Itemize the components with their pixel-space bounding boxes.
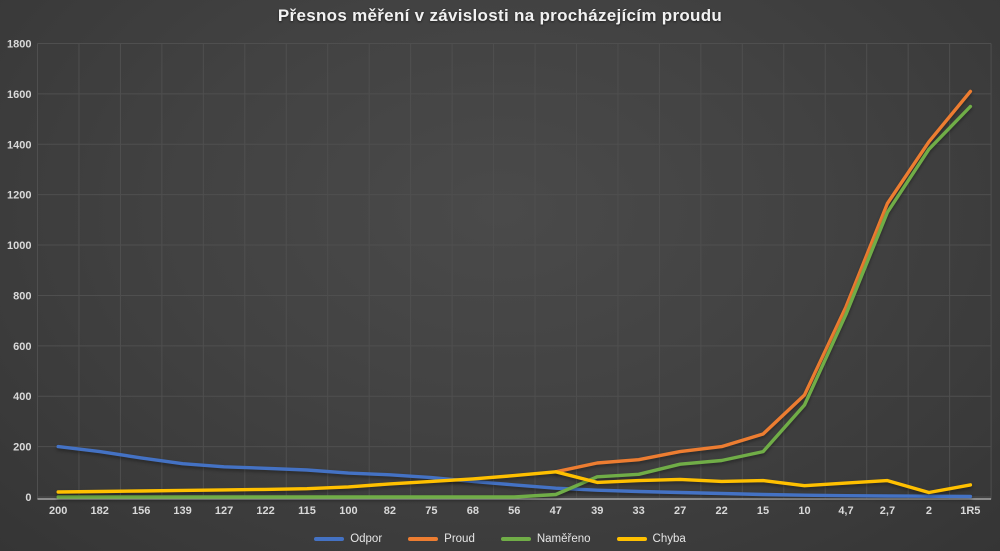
- x-tick-label: 100: [339, 505, 357, 517]
- y-tick-label: 200: [13, 442, 31, 454]
- x-tick-label: 82: [384, 505, 396, 517]
- series-line-chyba[interactable]: [56, 470, 973, 495]
- x-tick-label: 200: [49, 505, 67, 517]
- series-line-odpor[interactable]: [56, 444, 973, 499]
- x-tick-label: 4,7: [838, 505, 853, 517]
- y-tick-label: 1600: [7, 89, 31, 101]
- y-tick-label: 1000: [7, 240, 31, 252]
- x-tick-label: 122: [256, 505, 274, 517]
- y-tick-label: 400: [13, 391, 31, 403]
- x-tick-label: 22: [715, 505, 727, 517]
- x-tick-label: 15: [757, 505, 769, 517]
- y-tick-label: 1800: [7, 39, 31, 51]
- chart-legend: Odpor Proud Naměřeno Chyba: [0, 533, 1000, 545]
- y-tick-label: 1400: [7, 139, 31, 151]
- legend-item-namereno[interactable]: Naměřeno: [500, 533, 591, 545]
- x-tick-label: 127: [215, 505, 233, 517]
- x-tick-label: 2,7: [880, 505, 895, 517]
- x-tick-label: 1R5: [960, 505, 980, 517]
- legend-label-chyba: Chyba: [652, 533, 686, 545]
- x-tick-label: 10: [798, 505, 810, 517]
- x-tick-label: 182: [91, 505, 109, 517]
- legend-item-odpor[interactable]: Odpor: [314, 533, 382, 545]
- y-tick-label: 800: [13, 290, 31, 302]
- x-tick-label: 68: [467, 505, 479, 517]
- x-tick-label: 33: [633, 505, 645, 517]
- x-tick-label: 75: [425, 505, 437, 517]
- y-tick-label: 600: [13, 341, 31, 353]
- legend-swatch-odpor: [314, 537, 345, 541]
- x-tick-label: 115: [298, 505, 316, 517]
- chart-title: Přesnos měření v závislosti na procházej…: [277, 6, 723, 25]
- legend-swatch-chyba: [616, 537, 647, 541]
- x-tick-label: 139: [173, 505, 191, 517]
- x-tick-label: 156: [132, 505, 150, 517]
- x-tick-label: 47: [550, 505, 562, 517]
- legend-item-chyba[interactable]: Chyba: [616, 533, 686, 545]
- legend-swatch-namereno: [500, 537, 531, 541]
- legend-label-odpor: Odpor: [350, 533, 383, 545]
- legend-label-proud: Proud: [444, 533, 475, 545]
- y-tick-label: 1200: [7, 190, 31, 202]
- x-tick-label: 27: [674, 505, 686, 517]
- legend-item-proud[interactable]: Proud: [408, 533, 475, 545]
- series-line-namereno[interactable]: [56, 104, 973, 499]
- x-tick-label: 56: [508, 505, 520, 517]
- y-tick-label: 0: [25, 492, 31, 504]
- series-line-proud[interactable]: [554, 89, 973, 474]
- x-tick-label: 2: [926, 505, 932, 517]
- legend-label-namereno: Naměřeno: [536, 533, 591, 545]
- x-tick-label: 39: [591, 505, 603, 517]
- legend-swatch-proud: [408, 537, 439, 541]
